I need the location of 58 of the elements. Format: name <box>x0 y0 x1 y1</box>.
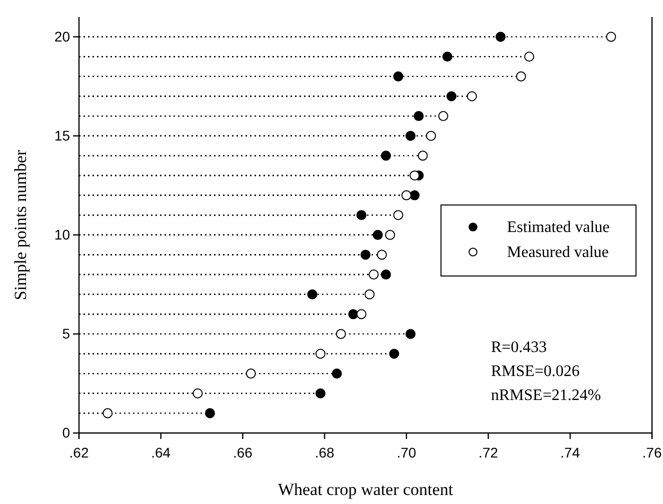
point <box>356 309 366 320</box>
point <box>360 250 371 260</box>
x-tick-label: .70 <box>396 444 416 460</box>
point <box>496 32 506 42</box>
point <box>418 150 428 161</box>
x-tick-label: .74 <box>560 444 580 460</box>
point <box>376 250 387 260</box>
point <box>438 111 448 122</box>
point <box>315 388 326 398</box>
y-tick-label: 5 <box>62 325 70 342</box>
point <box>393 71 404 82</box>
point <box>393 210 404 220</box>
point <box>406 130 416 141</box>
point <box>442 52 452 62</box>
point <box>380 270 391 280</box>
point <box>410 190 420 200</box>
point <box>606 32 616 42</box>
point <box>401 190 412 200</box>
legend-label: Measured value <box>507 244 609 261</box>
x-tick-label: .62 <box>69 444 89 460</box>
point <box>364 289 375 300</box>
point <box>204 408 215 418</box>
y-tick-label: 15 <box>54 127 70 144</box>
point <box>307 289 318 300</box>
point <box>315 348 326 359</box>
point <box>414 111 424 122</box>
point <box>466 91 477 102</box>
point <box>426 130 436 141</box>
x-tick-label: .64 <box>151 444 171 460</box>
annotation: RMSE=0.026 <box>491 363 580 380</box>
x-axis-title: Wheat crop water content <box>278 480 454 499</box>
point <box>356 210 366 220</box>
point <box>524 52 534 62</box>
point <box>368 270 379 280</box>
point <box>410 170 420 180</box>
x-tick-label: .66 <box>232 444 253 460</box>
point <box>385 230 396 240</box>
point <box>389 348 400 359</box>
point <box>332 368 342 379</box>
point <box>446 91 456 102</box>
point <box>372 230 383 240</box>
y-tick-label: 20 <box>54 28 70 44</box>
point <box>336 328 346 339</box>
annotation: R=0.433 <box>491 339 547 356</box>
x-tick-label: .76 <box>642 444 662 460</box>
point <box>406 328 416 339</box>
point <box>102 408 113 418</box>
annotation: nRMSE=21.24% <box>491 387 601 404</box>
x-tick-label: .72 <box>478 444 498 460</box>
x-tick-label: .68 <box>314 444 335 460</box>
y-tick-label: 0 <box>62 424 70 440</box>
point <box>516 71 526 82</box>
point <box>380 150 391 161</box>
point <box>246 368 256 379</box>
point <box>192 388 203 398</box>
legend-label: Estimated value <box>507 219 610 236</box>
y-tick-label: 10 <box>54 226 70 242</box>
y-axis-title: Simple points number <box>11 150 30 300</box>
